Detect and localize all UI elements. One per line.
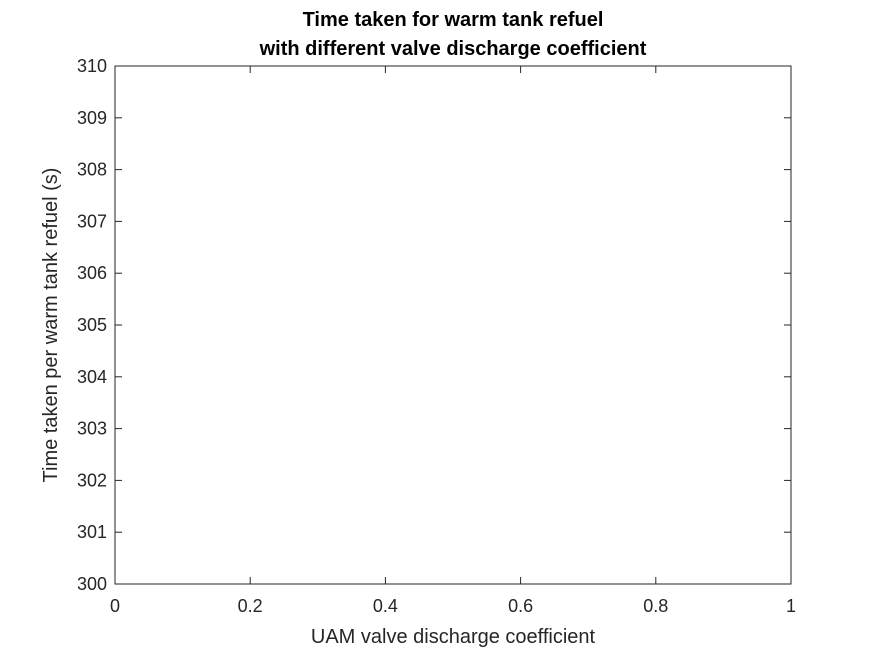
x-axis: 0 0.2 0.4 0.6 0.8 1 — [110, 66, 796, 616]
y-tick-label: 301 — [77, 522, 107, 542]
y-tick-label: 304 — [77, 367, 107, 387]
y-tick-label: 309 — [77, 108, 107, 128]
y-axis-label: Time taken per warm tank refuel (s) — [40, 168, 62, 483]
x-tick-label: 0.6 — [508, 596, 533, 616]
y-tick-label: 310 — [77, 56, 107, 76]
x-tick-label: 0.8 — [643, 596, 668, 616]
y-tick-label: 300 — [77, 574, 107, 594]
y-tick-label: 308 — [77, 160, 107, 180]
plot-area — [114, 65, 792, 585]
y-axis: 300 301 302 303 304 305 306 307 308 309 310 — [77, 56, 791, 594]
y-tick-label: 306 — [77, 263, 107, 283]
chart-title-line-1: Time taken for warm tank refuel — [303, 9, 604, 31]
chart-title-line-2: with different valve discharge coefficie… — [259, 38, 647, 60]
x-tick-label: 0.4 — [373, 596, 398, 616]
y-tick-label: 302 — [77, 470, 107, 490]
y-tick-label: 307 — [77, 211, 107, 231]
y-tick-label: 305 — [77, 315, 107, 335]
x-tick-label: 0 — [110, 596, 120, 616]
x-tick-label: 0.2 — [238, 596, 263, 616]
x-tick-label: 1 — [786, 596, 796, 616]
y-tick-label: 303 — [77, 419, 107, 439]
x-axis-label: UAM valve discharge coefficient — [311, 626, 596, 648]
